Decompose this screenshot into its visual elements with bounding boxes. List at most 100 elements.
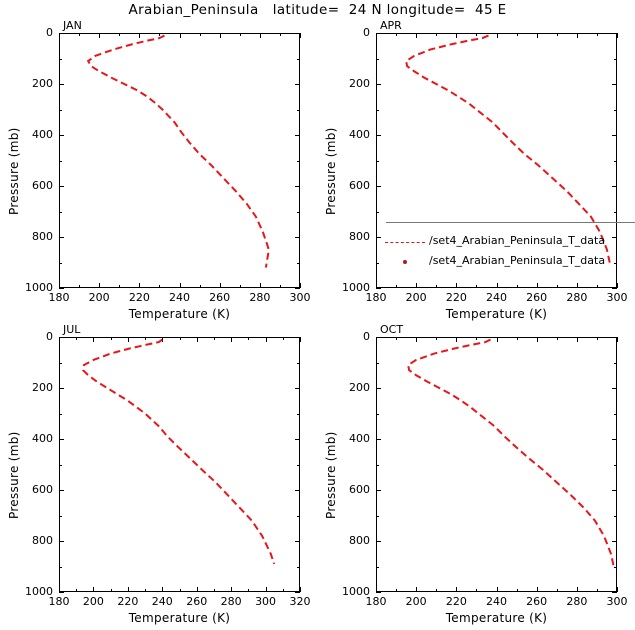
y-minor-tick (59, 566, 62, 568)
x-tick (376, 33, 377, 38)
y-tick (612, 541, 617, 542)
y-minor-tick (297, 362, 300, 364)
y-tick (612, 337, 617, 338)
y-minor-tick (376, 515, 379, 517)
x-tick (259, 33, 261, 38)
plot-frame (376, 33, 617, 288)
x-minor-tick (476, 337, 478, 340)
x-tick-label: 280 (566, 595, 588, 608)
x-axis-label: Temperature (K) (128, 611, 231, 625)
x-minor-tick (396, 285, 398, 288)
x-minor-tick (516, 285, 518, 288)
x-tick (416, 337, 418, 342)
series-line (86, 34, 270, 268)
x-tick (59, 587, 60, 592)
series-line (82, 338, 276, 565)
y-minor-tick (376, 160, 379, 162)
y-tick (612, 288, 617, 289)
y-tick (376, 288, 381, 289)
y-tick-label: 1000 (25, 585, 53, 598)
x-tick (59, 33, 60, 38)
y-tick (59, 490, 64, 491)
x-tick (376, 283, 377, 288)
y-minor-tick (376, 413, 379, 415)
y-minor-tick (376, 566, 379, 568)
legend-line-swatch (385, 242, 425, 243)
y-tick-label: 400 (349, 128, 370, 141)
y-tick-label: 400 (349, 432, 370, 445)
y-tick (612, 186, 617, 187)
x-tick-label: 200 (405, 595, 427, 608)
x-tick (496, 337, 498, 342)
y-minor-tick (614, 362, 617, 364)
x-minor-tick (596, 337, 598, 340)
y-minor-tick (59, 362, 62, 364)
x-tick (231, 337, 233, 342)
x-tick (139, 33, 141, 38)
x-tick (93, 587, 95, 592)
y-minor-tick (59, 109, 62, 111)
x-tick (162, 337, 164, 342)
x-tick (416, 33, 418, 38)
x-tick (617, 587, 618, 592)
y-tick (295, 237, 300, 238)
y-tick (376, 592, 381, 593)
x-minor-tick (213, 589, 215, 592)
x-minor-tick (110, 589, 112, 592)
x-minor-tick (119, 285, 121, 288)
y-minor-tick (297, 109, 300, 111)
x-minor-tick (516, 33, 518, 36)
x-minor-tick (396, 33, 398, 36)
y-tick (295, 490, 300, 491)
x-tick-label: 200 (82, 595, 104, 608)
y-minor-tick (614, 566, 617, 568)
x-minor-tick (476, 589, 478, 592)
x-minor-tick (596, 33, 598, 36)
y-minor-tick (614, 413, 617, 415)
x-minor-tick (179, 589, 181, 592)
x-minor-tick (436, 285, 438, 288)
x-tick-label: 180 (48, 595, 70, 608)
x-minor-tick (476, 285, 478, 288)
y-minor-tick (297, 464, 300, 466)
y-minor-tick (59, 262, 62, 264)
x-tick-label: 280 (249, 291, 271, 304)
x-tick (496, 283, 498, 288)
panel-title: JUL (63, 323, 81, 336)
y-tick (59, 237, 64, 238)
y-minor-tick (297, 211, 300, 213)
plot-frame (376, 337, 617, 592)
legend-marker-label: /set4_Arabian_Peninsula_T_data (429, 254, 606, 267)
y-tick (59, 541, 64, 542)
y-minor-tick (614, 211, 617, 213)
x-tick-label: 260 (209, 291, 231, 304)
x-tick-label: 320 (289, 595, 311, 608)
y-tick-label: 800 (349, 230, 370, 243)
x-tick-label: 240 (151, 595, 173, 608)
x-tick (179, 283, 181, 288)
y-minor-tick (297, 160, 300, 162)
plot-frame (59, 337, 300, 592)
x-tick (196, 587, 198, 592)
y-minor-tick (297, 262, 300, 264)
y-tick (59, 288, 64, 289)
x-axis-label: Temperature (K) (128, 307, 231, 321)
y-tick-label: 1000 (25, 281, 53, 294)
x-tick (300, 337, 301, 342)
x-tick-label: 220 (445, 595, 467, 608)
y-tick-label: 600 (32, 483, 53, 496)
x-axis-label: Temperature (K) (445, 307, 548, 321)
y-tick-label: 800 (349, 534, 370, 547)
x-minor-tick (199, 33, 201, 36)
y-minor-tick (614, 464, 617, 466)
y-tick (59, 135, 64, 136)
y-tick (295, 33, 300, 34)
x-tick (456, 33, 458, 38)
y-tick (295, 592, 300, 593)
y-tick-label: 600 (32, 179, 53, 192)
y-tick-label: 0 (363, 26, 370, 39)
y-tick-label: 600 (349, 483, 370, 496)
x-tick-label: 200 (405, 291, 427, 304)
